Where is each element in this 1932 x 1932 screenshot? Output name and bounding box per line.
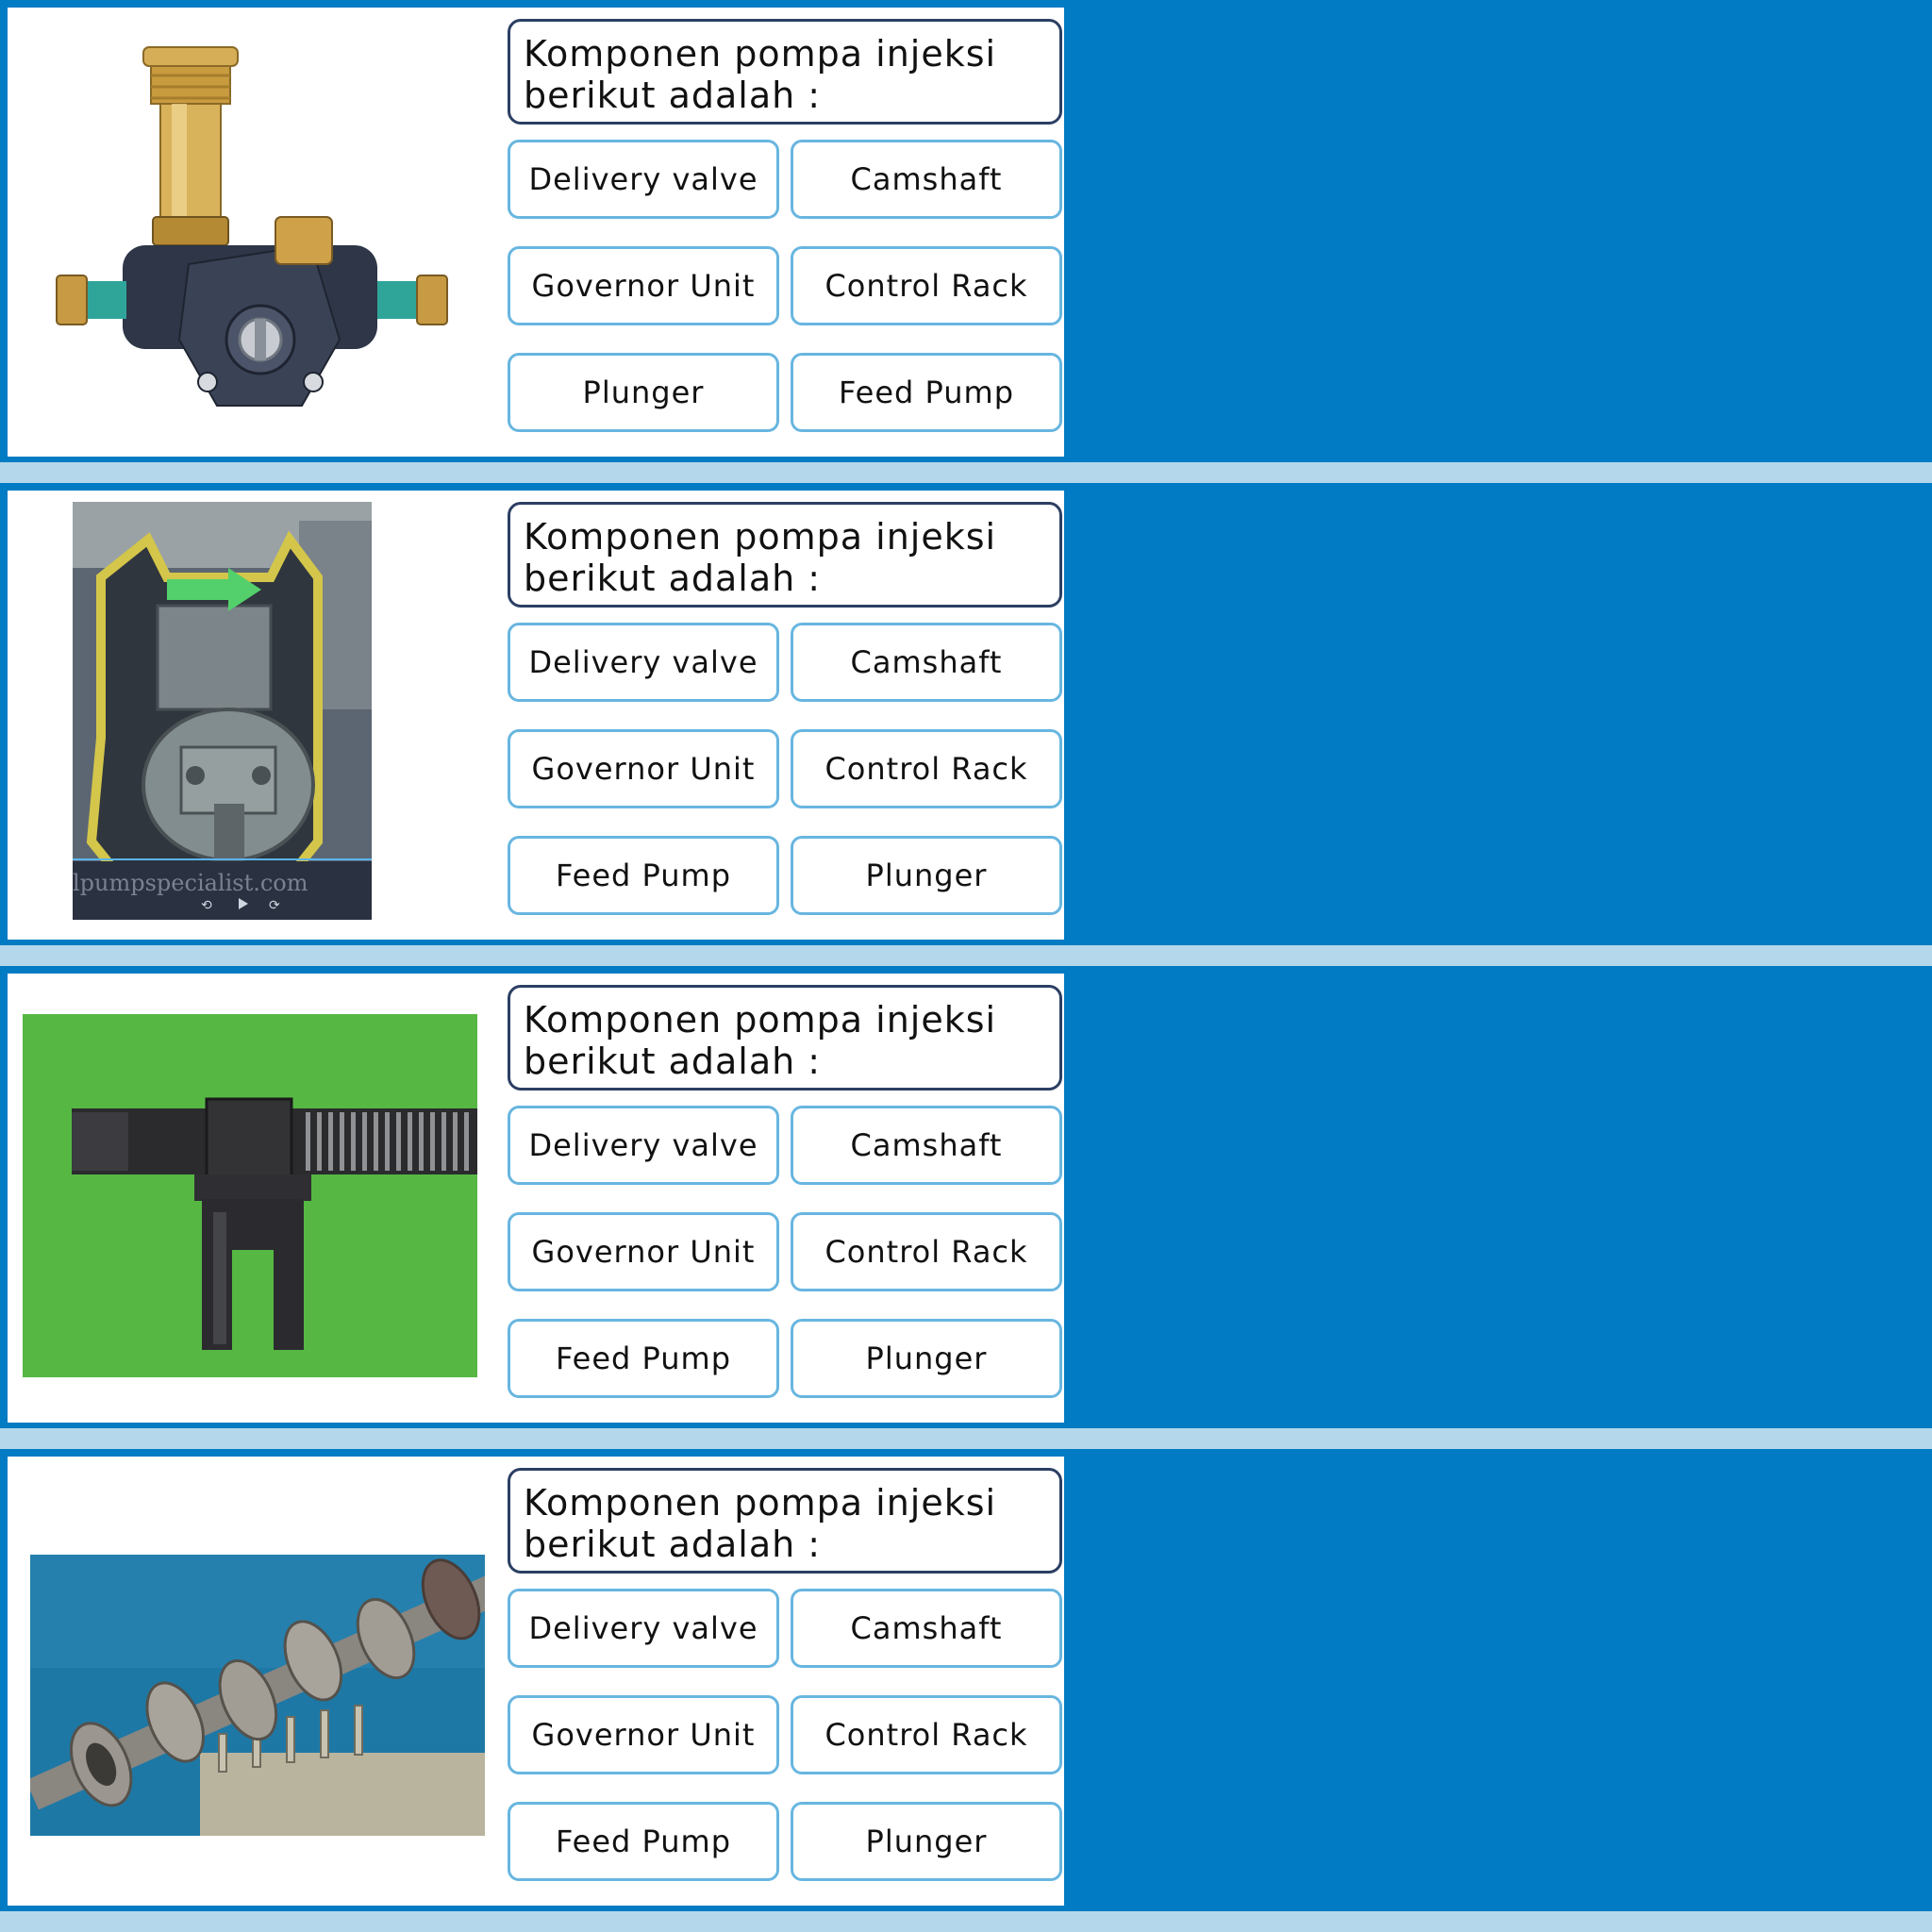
answer-option-delivery-valve[interactable]: Delivery valve (508, 140, 779, 219)
quiz-slide-3: Komponen pompa injeksi berikut adalah : … (0, 966, 1932, 1428)
answer-option-feed-pump[interactable]: Feed Pump (508, 1802, 779, 1881)
answer-option-control-rack[interactable]: Control Rack (791, 1695, 1062, 1774)
answer-option-control-rack[interactable]: Control Rack (791, 1212, 1062, 1291)
answer-option-camshaft[interactable]: Camshaft (791, 1106, 1062, 1185)
answer-option-camshaft[interactable]: Camshaft (791, 140, 1062, 219)
answer-option-governor-unit[interactable]: Governor Unit (508, 729, 779, 808)
image-watermark: lpumpspecialist.com (73, 870, 308, 896)
quiz-slide-1: Komponen pompa injeksi berikut adalah : … (0, 0, 1932, 462)
rewind-icon[interactable]: ⟲ (201, 898, 212, 913)
control-rack-image (23, 1014, 477, 1377)
forward-icon[interactable]: ⟳ (269, 898, 280, 913)
answer-option-delivery-valve[interactable]: Delivery valve (508, 1589, 779, 1668)
camshaft-image (30, 1555, 485, 1836)
answer-option-control-rack[interactable]: Control Rack (791, 729, 1062, 808)
question-box: Komponen pompa injeksi berikut adalah : (508, 1468, 1062, 1574)
answer-option-plunger[interactable]: Plunger (508, 353, 779, 432)
question-box: Komponen pompa injeksi berikut adalah : (508, 502, 1062, 608)
answer-option-camshaft[interactable]: Camshaft (791, 1589, 1062, 1668)
quiz-card: Komponen pompa injeksi berikut adalah : … (8, 1457, 1064, 1906)
answer-option-plunger[interactable]: Plunger (791, 836, 1062, 915)
answer-option-delivery-valve[interactable]: Delivery valve (508, 1106, 779, 1185)
answer-option-governor-unit[interactable]: Governor Unit (508, 1212, 779, 1291)
quiz-slide-4: Komponen pompa injeksi berikut adalah : … (0, 1449, 1932, 1911)
quiz-card: lpumpspecialist.com ⟲ ⟳ Komponen pompa i… (8, 491, 1064, 940)
governor-unit-image: lpumpspecialist.com ⟲ ⟳ (73, 502, 372, 920)
answer-option-feed-pump[interactable]: Feed Pump (508, 836, 779, 915)
answer-option-delivery-valve[interactable]: Delivery valve (508, 623, 779, 702)
answer-option-governor-unit[interactable]: Governor Unit (508, 1695, 779, 1774)
feed-pump-image (28, 28, 462, 425)
quiz-slide-2: lpumpspecialist.com ⟲ ⟳ Komponen pompa i… (0, 483, 1932, 945)
answer-option-feed-pump[interactable]: Feed Pump (508, 1319, 779, 1398)
answer-option-camshaft[interactable]: Camshaft (791, 623, 1062, 702)
quiz-card: Komponen pompa injeksi berikut adalah : … (8, 8, 1064, 457)
question-box: Komponen pompa injeksi berikut adalah : (508, 19, 1062, 125)
answer-option-governor-unit[interactable]: Governor Unit (508, 246, 779, 325)
answer-option-control-rack[interactable]: Control Rack (791, 246, 1062, 325)
answer-option-plunger[interactable]: Plunger (791, 1802, 1062, 1881)
answer-option-plunger[interactable]: Plunger (791, 1319, 1062, 1398)
answer-option-feed-pump[interactable]: Feed Pump (791, 353, 1062, 432)
question-box: Komponen pompa injeksi berikut adalah : (508, 985, 1062, 1091)
quiz-card: Komponen pompa injeksi berikut adalah : … (8, 974, 1064, 1423)
